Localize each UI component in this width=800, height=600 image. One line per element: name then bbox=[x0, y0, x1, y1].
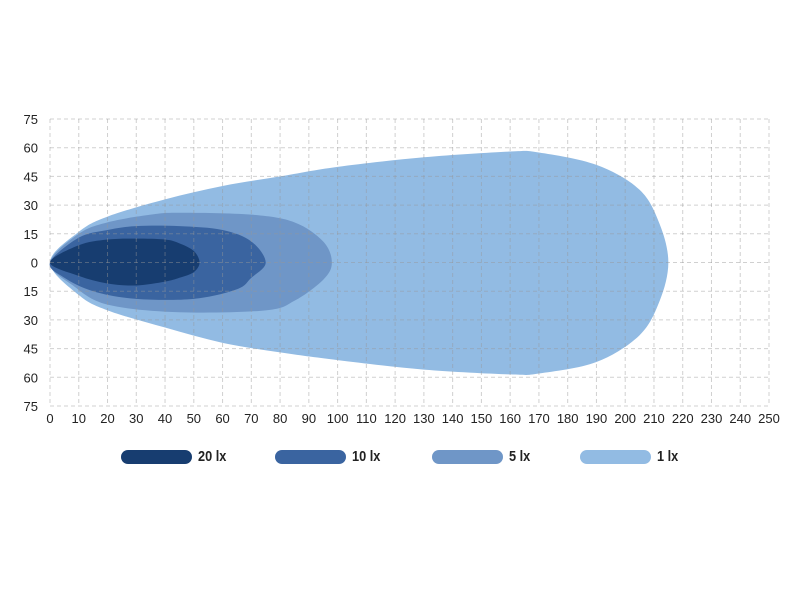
y-tick-label: 0 bbox=[31, 256, 38, 271]
legend-item-1lx: 1 lx bbox=[580, 448, 682, 465]
legend-label: 1 lx bbox=[657, 448, 679, 465]
y-tick-label: 15 bbox=[24, 227, 38, 242]
x-tick-label: 220 bbox=[672, 411, 694, 426]
legend-swatch bbox=[432, 449, 503, 464]
contours bbox=[49, 150, 669, 375]
y-axis-ticks: 75 60 45 30 15 0 15 30 45 60 75 bbox=[24, 112, 38, 414]
x-tick-label: 10 bbox=[72, 411, 86, 426]
x-tick-label: 120 bbox=[384, 411, 406, 426]
legend-item-10lx: 10 lx bbox=[275, 448, 385, 465]
x-tick-label: 170 bbox=[528, 411, 550, 426]
y-tick-label: 45 bbox=[24, 342, 38, 357]
y-tick-label: 15 bbox=[24, 284, 38, 299]
x-tick-label: 50 bbox=[187, 411, 201, 426]
contour-20lx bbox=[50, 238, 200, 286]
legend-label: 10 lx bbox=[352, 448, 381, 465]
x-tick-label: 200 bbox=[614, 411, 636, 426]
x-tick-label: 60 bbox=[215, 411, 229, 426]
legend-swatch bbox=[580, 449, 651, 464]
x-tick-label: 20 bbox=[100, 411, 114, 426]
x-tick-label: 180 bbox=[557, 411, 579, 426]
x-tick-label: 130 bbox=[413, 411, 435, 426]
x-tick-label: 40 bbox=[158, 411, 172, 426]
contour-1lx bbox=[50, 150, 669, 375]
x-tick-label: 80 bbox=[273, 411, 287, 426]
grid bbox=[49, 118, 770, 407]
x-axis-ticks: 0 10 20 30 40 50 60 70 80 90 100 110 120 130 140 150 160… bbox=[46, 411, 779, 426]
x-tick-label: 240 bbox=[729, 411, 751, 426]
x-tick-label: 30 bbox=[129, 411, 143, 426]
y-tick-label: 75 bbox=[24, 399, 38, 414]
legend-item-5lx: 5 lx bbox=[432, 448, 534, 465]
x-tick-label: 190 bbox=[586, 411, 608, 426]
x-tick-label: 100 bbox=[327, 411, 349, 426]
legend-label: 5 lx bbox=[509, 448, 531, 465]
legend-item-20lx: 20 lx bbox=[121, 448, 231, 465]
x-tick-label: 150 bbox=[471, 411, 493, 426]
legend-swatch bbox=[121, 449, 192, 464]
y-tick-label: 30 bbox=[24, 198, 38, 213]
x-tick-label: 140 bbox=[442, 411, 464, 426]
y-tick-label: 30 bbox=[24, 313, 38, 328]
x-tick-label: 160 bbox=[499, 411, 521, 426]
x-tick-label: 0 bbox=[46, 411, 53, 426]
y-tick-label: 45 bbox=[24, 169, 38, 184]
x-tick-label: 110 bbox=[356, 411, 377, 426]
x-tick-label: 210 bbox=[643, 411, 665, 426]
legend-swatch bbox=[275, 449, 346, 464]
x-tick-label: 250 bbox=[758, 411, 780, 426]
x-tick-label: 230 bbox=[701, 411, 723, 426]
y-tick-label: 75 bbox=[24, 112, 38, 127]
legend-label: 20 lx bbox=[198, 448, 227, 465]
y-tick-label: 60 bbox=[24, 370, 38, 385]
x-tick-label: 90 bbox=[302, 411, 316, 426]
x-tick-label: 70 bbox=[244, 411, 258, 426]
y-tick-label: 60 bbox=[24, 141, 38, 156]
